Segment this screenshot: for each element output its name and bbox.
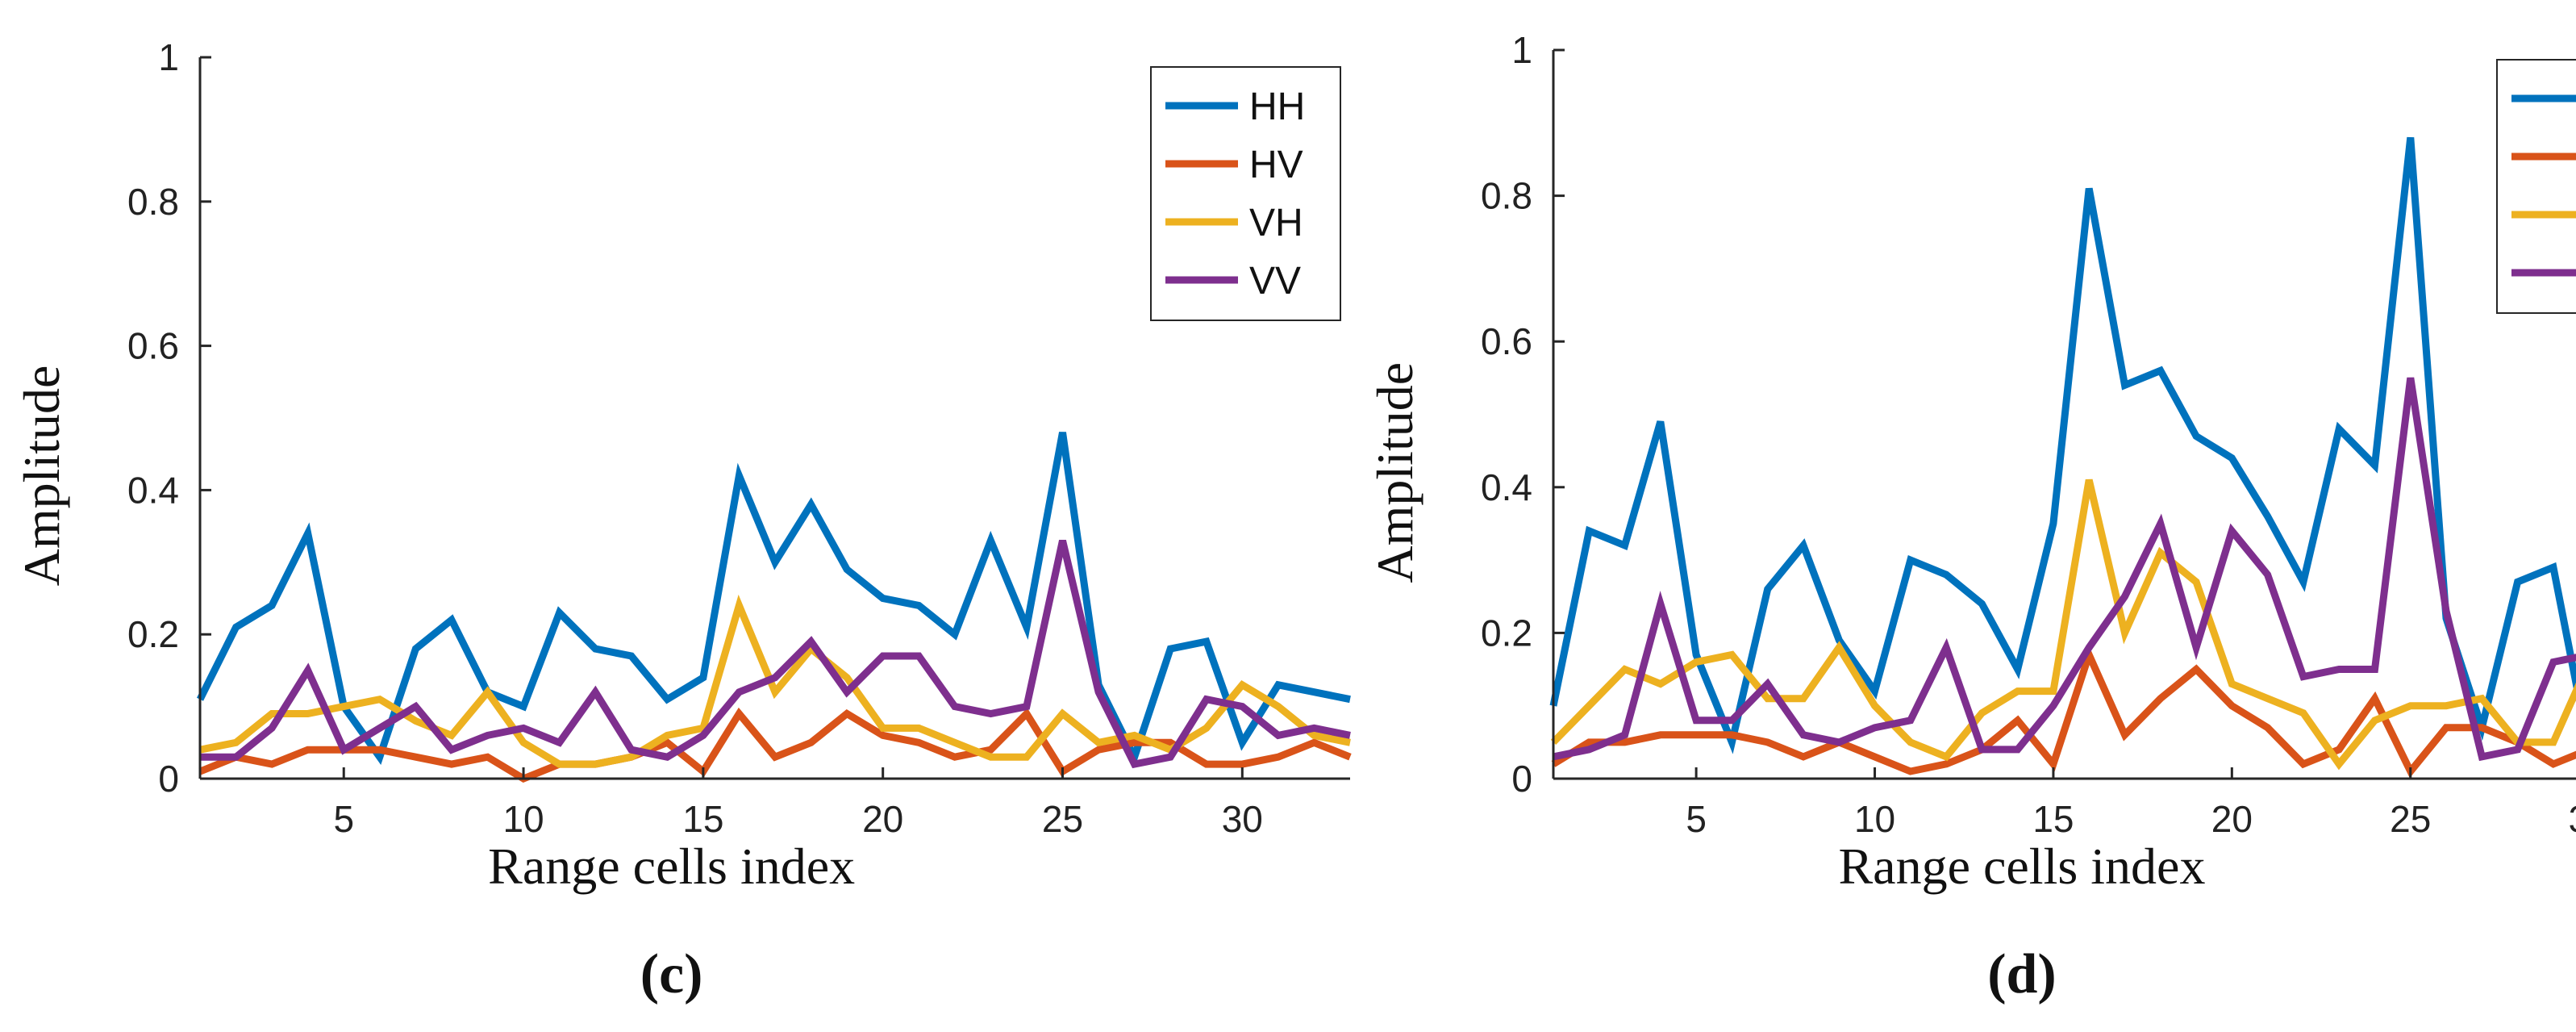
y-tick-label: 0.4	[127, 469, 179, 511]
y-tick-label: 1	[1511, 29, 1532, 71]
panel-label: (c)	[640, 943, 703, 1005]
series-line-hh	[196, 432, 1351, 767]
legend-label: HH	[1249, 86, 1305, 128]
x-tick-label: 10	[1854, 798, 1895, 840]
series-line-vv	[200, 539, 1351, 769]
panel-label: (d)	[1987, 943, 2057, 1005]
y-tick-label: 0.8	[127, 181, 179, 223]
x-tick-label: 30	[2569, 798, 2576, 840]
x-axis-title: Range cells index	[1838, 838, 2205, 895]
legend-label: VV	[1249, 260, 1301, 303]
x-tick-label: 10	[502, 798, 544, 840]
series-line-hv	[1551, 645, 2576, 779]
series-group	[196, 432, 1352, 783]
x-tick-label: 15	[682, 798, 723, 840]
legend-label: VH	[1249, 202, 1303, 244]
series-line-vh	[199, 594, 1351, 768]
y-tick-label: 0	[1511, 758, 1532, 800]
x-axis-title: Range cells index	[488, 838, 855, 895]
y-tick-label: 0.2	[127, 613, 179, 655]
y-axis-title: Amplitude	[13, 366, 70, 587]
x-tick-label: 25	[2390, 798, 2431, 840]
y-tick-label: 1	[158, 36, 179, 78]
legend: HH HV VH VV	[1150, 66, 1341, 321]
x-tick-label: 25	[1042, 798, 1083, 840]
series-group	[1549, 136, 2576, 779]
y-tick-label: 0.6	[127, 325, 179, 367]
x-tick-label: 5	[1686, 798, 1707, 840]
legend-label: HV	[1249, 144, 1303, 186]
y-axis-title: Amplitude	[1366, 362, 1423, 583]
x-tick-label: 20	[2211, 798, 2253, 840]
x-tick-label: 15	[2032, 798, 2074, 840]
series-line-vv	[1553, 377, 2576, 762]
x-tick-label: 20	[862, 798, 903, 840]
x-tick-label: 30	[1222, 798, 1263, 840]
y-tick-label: 0.8	[1481, 175, 1532, 217]
y-tick-label: 0.2	[1481, 612, 1532, 654]
series-line-vh	[1550, 478, 2576, 771]
x-tick-label: 5	[333, 798, 354, 840]
series-line-hh	[1549, 136, 2576, 754]
y-tick-label: 0.4	[1481, 466, 1532, 508]
y-tick-label: 0.6	[1481, 320, 1532, 362]
y-tick-label: 0	[158, 758, 179, 800]
